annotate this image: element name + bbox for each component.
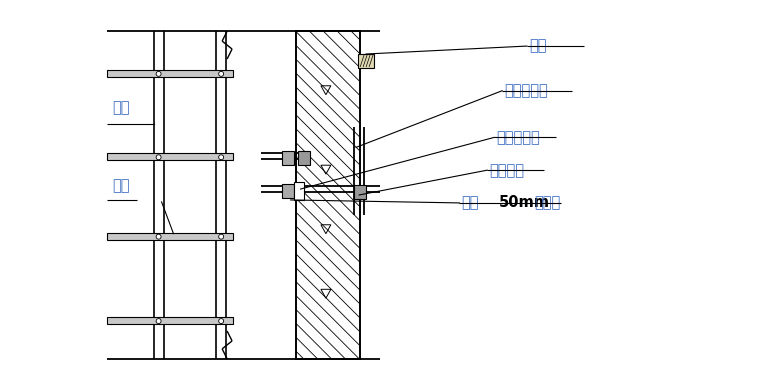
Text: 横杆: 横杆 xyxy=(112,178,129,193)
Circle shape xyxy=(156,155,161,160)
Bar xyxy=(107,70,233,77)
Text: 水平短钓管: 水平短钓管 xyxy=(496,130,540,145)
Bar xyxy=(354,185,366,199)
Circle shape xyxy=(219,318,223,323)
Bar xyxy=(107,153,233,160)
Bar xyxy=(298,151,309,165)
Text: 竖向短钓管: 竖向短钓管 xyxy=(504,83,548,98)
Bar xyxy=(296,31,360,359)
Bar xyxy=(282,184,293,198)
Text: 预留: 预留 xyxy=(461,196,479,211)
Text: 直角扎件: 直角扎件 xyxy=(489,162,524,177)
Text: 垫木: 垫木 xyxy=(529,38,546,54)
Circle shape xyxy=(156,71,161,76)
Circle shape xyxy=(156,234,161,239)
Circle shape xyxy=(156,318,161,323)
Text: 50mm: 50mm xyxy=(499,196,550,211)
Bar xyxy=(296,31,360,359)
Bar xyxy=(293,182,303,200)
Circle shape xyxy=(219,155,223,160)
Bar xyxy=(282,151,293,165)
Circle shape xyxy=(219,234,223,239)
Text: 立杆: 立杆 xyxy=(112,100,129,115)
Text: 穿墙气: 穿墙气 xyxy=(534,196,560,211)
Circle shape xyxy=(219,71,223,76)
Bar xyxy=(107,317,233,324)
Bar xyxy=(358,54,374,68)
Bar xyxy=(107,233,233,239)
